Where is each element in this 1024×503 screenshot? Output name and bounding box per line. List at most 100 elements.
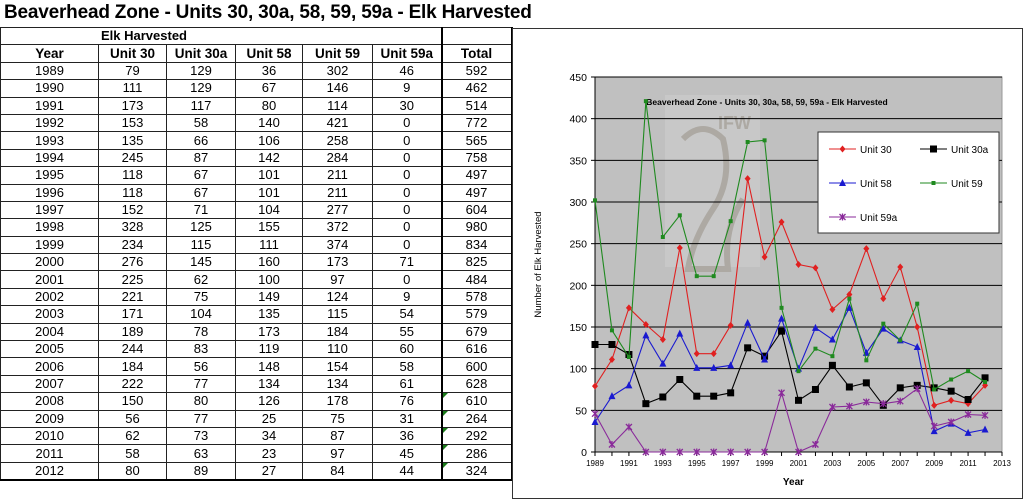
value-cell: 76 (372, 392, 442, 411)
table-cell: 1998 (35, 219, 64, 235)
table-row: 1991 173 117 80 114 30 514 (0, 96, 513, 115)
value-cell: 0 (372, 235, 442, 255)
table-cell: 62 (193, 271, 209, 287)
series-unit-58 (591, 303, 989, 436)
table-cell: 758 (465, 149, 488, 165)
table-cell: 75 (193, 289, 209, 305)
table-cell: 118 (122, 184, 143, 200)
value-cell: 9 (372, 287, 442, 307)
table-cell: 129 (190, 80, 212, 96)
year-cell: 1992 (0, 113, 99, 133)
table-cell: 302 (326, 62, 349, 78)
table-cell: 80 (125, 462, 140, 478)
legend-label: Unit 30a (951, 145, 989, 156)
year-cell: 1989 (0, 61, 99, 81)
chart-legend: Unit 30 Unit 30a Unit 58 Unit 59 Unit 59a (817, 131, 1000, 234)
table-cell: 2007 (35, 376, 64, 391)
value-cell: 604 (440, 200, 513, 220)
group-header: Elk Harvested (0, 26, 442, 46)
table-cell: 27 (261, 462, 277, 478)
value-cell: 62 (166, 270, 236, 289)
value-cell: 117 (166, 96, 236, 115)
value-cell: 173 (302, 253, 373, 272)
table-cell: 825 (465, 254, 488, 270)
year-cell: 2002 (0, 287, 99, 307)
year-cell: 1991 (0, 96, 99, 115)
value-cell: 0 (372, 270, 442, 289)
table-cell: 225 (121, 271, 144, 287)
table-cell: 23 (261, 445, 277, 461)
value-cell: 221 (98, 287, 167, 307)
x-tick-label: 2011 (959, 459, 977, 468)
table-cell: 173 (326, 254, 349, 270)
year-cell: 1993 (0, 131, 99, 150)
value-cell: 23 (235, 444, 303, 463)
table-cell: 276 (121, 254, 144, 270)
svg-text:IFW: IFW (718, 113, 751, 133)
table-cell: 1991 (35, 97, 64, 113)
value-cell: 66 (166, 131, 236, 150)
y-tick-label: 300 (569, 197, 587, 209)
value-cell: 67 (235, 79, 303, 98)
table-cell: 9 (403, 80, 411, 96)
table-cell: 97 (330, 445, 345, 461)
legend-item: Unit 30a (920, 145, 989, 156)
year-cell: 2001 (0, 270, 99, 289)
value-cell: 328 (98, 218, 167, 237)
value-cell: 124 (302, 287, 373, 307)
table-cell: 189 (121, 323, 144, 339)
value-cell: 184 (302, 322, 373, 342)
table-cell: 77 (193, 410, 209, 426)
legend-item: Unit 58 (829, 179, 892, 190)
value-cell: 56 (98, 409, 167, 428)
value-cell: 834 (440, 235, 513, 255)
table-row: 2010 62 73 34 87 36 292 (0, 426, 513, 446)
value-cell: 154 (302, 357, 373, 376)
series-unit-30 (592, 175, 989, 409)
value-cell: 101 (235, 183, 303, 202)
table-cell: 149 (258, 289, 280, 305)
table-row: 2011 58 63 23 97 45 286 (0, 444, 513, 463)
value-cell: 9 (372, 79, 442, 98)
table-row: 1989 79 129 36 302 46 592 (0, 61, 513, 81)
table-cell: 2000 (35, 254, 64, 270)
table-cell: 77 (193, 376, 209, 391)
year-cell: 1998 (0, 218, 99, 237)
value-cell: 302 (302, 61, 373, 81)
table-cell: 628 (465, 376, 488, 391)
table-cell: 277 (326, 202, 349, 218)
table-row: 1997 152 71 104 277 0 604 (0, 200, 513, 220)
value-cell: 110 (302, 340, 373, 359)
table-cell: 592 (465, 62, 488, 78)
value-cell: 284 (302, 148, 373, 168)
table-cell: 171 (121, 306, 144, 322)
table-cell: 78 (193, 323, 209, 339)
table-cell: 1990 (35, 80, 64, 96)
value-cell: 142 (235, 148, 303, 168)
table-cell: 1995 (35, 167, 64, 183)
value-cell: 0 (372, 131, 442, 150)
value-cell: 80 (98, 461, 167, 482)
value-cell: 67 (166, 166, 236, 185)
table-cell: 114 (327, 97, 348, 113)
value-cell: 264 (440, 409, 513, 428)
legend-label: Unit 30 (860, 145, 892, 156)
table-cell: 111 (122, 80, 143, 96)
value-cell: 462 (440, 79, 513, 98)
cell-comment-flag-icon (442, 445, 448, 451)
table-cell: 80 (193, 393, 209, 409)
table-cell: 374 (326, 236, 349, 252)
cell-comment-flag-icon (442, 462, 448, 468)
table-cell: 152 (121, 202, 144, 218)
legend-label: Unit 59a (860, 213, 898, 224)
y-axis-label: Number of Elk Harvested (533, 211, 544, 317)
table-cell: 55 (399, 323, 414, 339)
table-cell: 0 (403, 115, 411, 131)
table-cell: 286 (465, 445, 488, 461)
value-cell: 497 (440, 166, 513, 185)
table-cell: 61 (399, 376, 414, 391)
table-cell: 160 (258, 254, 280, 270)
value-cell: 150 (98, 392, 167, 411)
table-cell: 104 (190, 306, 212, 322)
table-cell: 36 (261, 62, 277, 78)
